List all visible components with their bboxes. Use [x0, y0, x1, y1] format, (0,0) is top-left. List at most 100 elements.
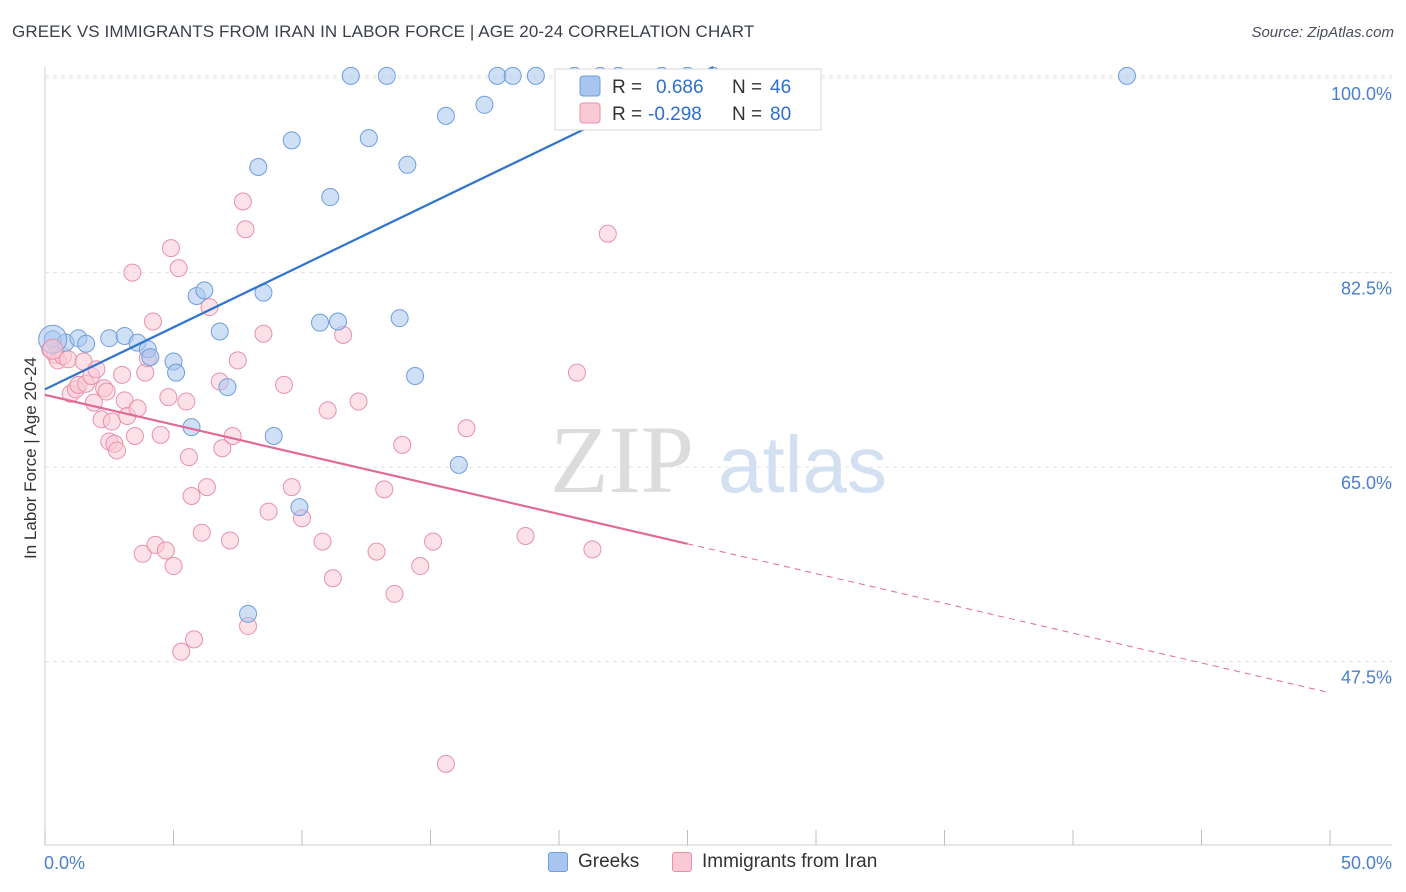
iran-point [228, 351, 247, 370]
greeks-point [377, 66, 396, 85]
iran-point [236, 220, 255, 239]
iran-point [159, 388, 178, 407]
watermark-zip: ZIP [550, 406, 694, 513]
greeks-point [341, 66, 360, 85]
greeks-point [218, 378, 237, 397]
greeks-point [449, 455, 468, 474]
greeks-point [436, 106, 455, 125]
x-tick-label-min: 0.0% [44, 853, 85, 873]
x-tick-label-max: 50.0% [1341, 853, 1392, 873]
iran-point [192, 523, 211, 542]
iran-point [123, 263, 142, 282]
greeks-legend-label: Greeks [578, 851, 640, 872]
iran-point [411, 557, 430, 576]
iran-legend-label: Immigrants from Iran [702, 851, 878, 872]
greeks-point [390, 309, 409, 328]
watermark-atlas: atlas [718, 420, 887, 509]
greeks-point [328, 312, 347, 331]
data-points [38, 66, 1136, 773]
iran-point [233, 192, 252, 211]
greeks-point [359, 129, 378, 148]
iran-point [156, 541, 175, 560]
iran-point [213, 439, 232, 458]
iran-point [177, 392, 196, 411]
y-axis-title: In Labor Force | Age 20-24 [21, 357, 40, 559]
iran-point [424, 532, 443, 551]
iran-point [516, 527, 535, 546]
iran-point [102, 412, 121, 431]
legend-swatch-greeks [579, 75, 601, 97]
iran-swatch [672, 852, 692, 872]
iran-point [125, 426, 144, 445]
iran-point [254, 324, 273, 343]
greeks-point [77, 334, 96, 353]
iran-point [313, 532, 332, 551]
iran-point [367, 542, 386, 561]
iran-point [185, 630, 204, 649]
greeks-point [321, 188, 340, 207]
iran-trend-line [44, 393, 688, 545]
greeks-point [210, 322, 229, 341]
iran-point [385, 584, 404, 603]
iran-point [349, 392, 368, 411]
y-tick-labels: 47.5% 65.0% 82.5% 100.0% [1331, 84, 1392, 687]
greeks-point [167, 363, 186, 382]
y-tick-label: 82.5% [1341, 279, 1392, 299]
greeks-point [239, 604, 258, 623]
legend-item-iran[interactable]: Immigrants from Iran [672, 851, 877, 873]
source-label: Source: ZipAtlas.com [1251, 24, 1394, 41]
axes [44, 67, 1392, 846]
watermark: ZIP atlas [550, 406, 887, 513]
iran-point [598, 224, 617, 243]
legend-r-value-1: 0.686 [656, 77, 704, 98]
legend-n-value-2: 80 [770, 104, 791, 125]
legend-n-label-1: N = [732, 77, 762, 98]
iran-point [107, 441, 126, 460]
greeks-point [264, 426, 283, 445]
iran-point [221, 531, 240, 550]
iran-point [113, 365, 132, 384]
iran-point [179, 448, 198, 467]
greeks-point [1117, 66, 1136, 85]
greeks-swatch [548, 852, 568, 872]
iran-point [436, 754, 455, 773]
iran-point [151, 425, 170, 444]
chart-title: GREEK VS IMMIGRANTS FROM IRAN IN LABOR F… [12, 22, 755, 41]
greeks-point [488, 66, 507, 85]
iran-point [143, 312, 162, 331]
legend-r-label-2: R = [612, 104, 642, 125]
greeks-point [195, 281, 214, 300]
iran-point [169, 259, 188, 278]
greeks-point [141, 348, 160, 367]
greeks-point [398, 155, 417, 174]
legend-n-label-2: N = [732, 104, 762, 125]
legend-r-label-1: R = [612, 77, 642, 98]
greeks-point [526, 66, 545, 85]
iran-point [172, 642, 191, 661]
iran-point [375, 480, 394, 499]
grid-lines [45, 75, 1392, 663]
iran-point [323, 569, 342, 588]
y-tick-label: 100.0% [1331, 84, 1392, 104]
iran-point [282, 478, 301, 497]
trend-lines [44, 66, 1331, 694]
iran-point [275, 375, 294, 394]
greeks-point [310, 313, 329, 332]
iran-trend-line-extension [687, 543, 1331, 694]
iran-point [161, 239, 180, 258]
greeks-point [290, 498, 309, 517]
iran-point [164, 557, 183, 576]
iran-point [259, 502, 278, 521]
y-tick-label: 65.0% [1341, 473, 1392, 493]
correlation-legend: R = 0.686 N = 46 R = -0.298 N = 80 [554, 68, 822, 131]
iran-point [393, 435, 412, 454]
iran-point [133, 544, 152, 563]
iran-point [567, 363, 586, 382]
iran-point [182, 487, 201, 506]
greeks-point [282, 131, 301, 150]
iran-point [197, 478, 216, 497]
greeks-point [503, 66, 522, 85]
legend-item-greeks[interactable]: Greeks [548, 851, 639, 873]
iran-point [457, 419, 476, 438]
